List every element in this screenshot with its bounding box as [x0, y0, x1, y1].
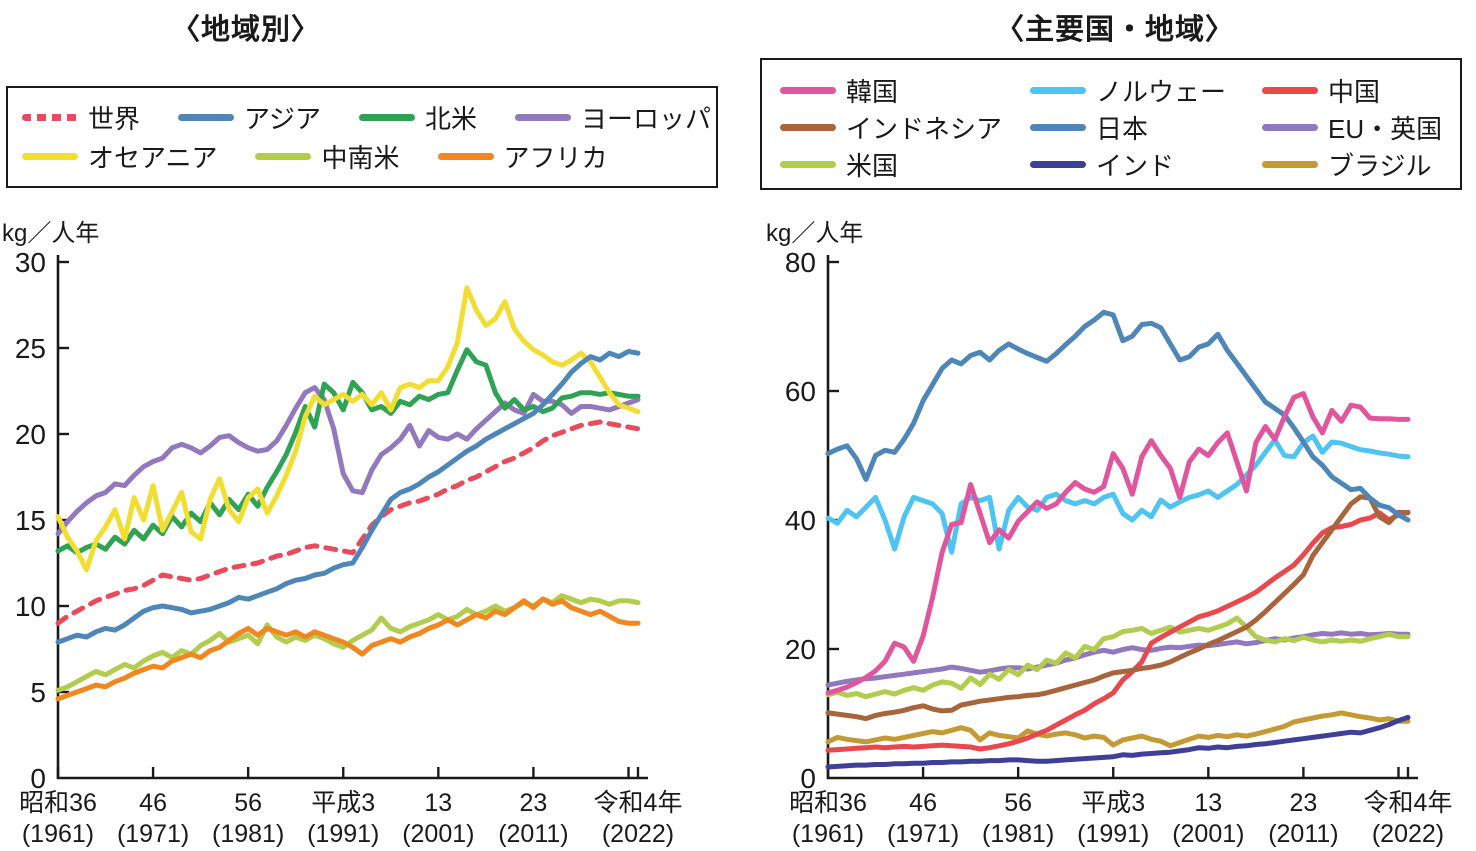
svg-text:(2022): (2022) [602, 820, 674, 848]
legend-item-us: 米国 [780, 146, 1030, 183]
svg-text:(1961): (1961) [22, 820, 94, 848]
legend-label-china: 中国 [1328, 77, 1381, 107]
latin-america-line-swatch [255, 153, 312, 160]
legend-label-norway: ノルウェー [1096, 77, 1227, 107]
svg-text:13: 13 [1194, 789, 1222, 817]
svg-text:5: 5 [30, 677, 46, 708]
legend-label-indonesia: インドネシア [846, 114, 1003, 144]
oceania-line-swatch [22, 153, 78, 160]
right-chart-title: 〈主要国・地域〉 [994, 14, 1235, 46]
legend-label-brazil: ブラジル [1328, 151, 1432, 181]
svg-text:(1991): (1991) [307, 820, 379, 848]
brazil-line-swatch [1262, 161, 1318, 168]
svg-text:23: 23 [520, 789, 548, 817]
svg-text:60: 60 [785, 376, 816, 407]
legend-label-asia: アジア [244, 104, 321, 134]
svg-text:46: 46 [139, 789, 167, 817]
right-y-axis-unit: kg／人年 [766, 220, 864, 247]
right-legend-box: 韓国 ノルウェー 中国 インドネシア 日本 EU・英国 米国 インド ブラジル [760, 58, 1462, 190]
svg-text:40: 40 [785, 505, 816, 536]
svg-text:20: 20 [15, 419, 46, 450]
legend-label-north-america: 北米 [424, 104, 477, 134]
svg-text:0: 0 [30, 763, 46, 794]
svg-text:(2011): (2011) [498, 820, 568, 848]
left-y-axis-unit: kg／人年 [2, 220, 100, 247]
svg-text:30: 30 [15, 247, 46, 278]
legend-item-indonesia: インドネシア [780, 109, 1030, 146]
legend-item-eu-uk: EU・英国 [1262, 109, 1442, 146]
svg-text:(1961): (1961) [792, 820, 864, 848]
svg-text:昭和36: 昭和36 [789, 789, 867, 817]
legend-label-us: 米国 [846, 151, 899, 181]
svg-text:平成3: 平成3 [311, 789, 375, 817]
legend-item-world: 世界 [22, 99, 140, 136]
africa-line-swatch [437, 153, 494, 160]
india-line-swatch [1030, 161, 1086, 168]
svg-text:(1971): (1971) [887, 820, 959, 848]
svg-text:80: 80 [785, 247, 816, 278]
north-america-line-swatch [358, 114, 415, 121]
eu-uk-line-swatch [1262, 124, 1318, 131]
svg-text:25: 25 [15, 333, 46, 364]
us-line-swatch [780, 161, 836, 168]
left-chart-title: 〈地域別〉 [170, 14, 321, 46]
svg-text:令和4年: 令和4年 [594, 789, 683, 817]
svg-text:23: 23 [1290, 789, 1318, 817]
asia-line-swatch [178, 114, 235, 121]
legend-label-india: インド [1096, 151, 1175, 181]
svg-text:(1981): (1981) [212, 820, 284, 848]
svg-text:昭和36: 昭和36 [19, 789, 97, 817]
legend-label-latin-america: 中南米 [321, 143, 400, 173]
japan-line-swatch [1030, 124, 1086, 131]
legend-item-korea: 韓国 [780, 72, 1030, 109]
norway-line-swatch [1030, 87, 1086, 94]
legend-item-north-america: 北米 [358, 99, 477, 136]
europe-line-swatch [515, 114, 571, 121]
china-line-swatch [1262, 87, 1318, 94]
legend-item-norway: ノルウェー [1030, 72, 1262, 109]
left-legend-box: 世界 アジア 北米 ヨーロッパ オセアニア 中南米 アフリカ [6, 86, 718, 188]
legend-label-japan: 日本 [1096, 114, 1149, 144]
legend-item-india: インド [1030, 146, 1262, 183]
legend-item-asia: アジア [178, 99, 321, 136]
svg-text:(1971): (1971) [117, 820, 189, 848]
left-legend-row-1: 世界 アジア 北米 ヨーロッパ [22, 99, 711, 136]
svg-text:(2011): (2011) [1268, 820, 1338, 848]
svg-text:56: 56 [1004, 789, 1032, 817]
legend-label-europe: ヨーロッパ [581, 104, 712, 134]
svg-text:10: 10 [15, 591, 46, 622]
legend-item-latin-america: 中南米 [255, 138, 400, 175]
legend-item-europe: ヨーロッパ [515, 99, 711, 136]
svg-text:(1981): (1981) [982, 820, 1054, 848]
left-legend-row-2: オセアニア 中南米 アフリカ [22, 138, 702, 175]
korea-line-swatch [780, 87, 836, 94]
svg-text:(2001): (2001) [402, 820, 474, 848]
indonesia-line-swatch [780, 124, 836, 131]
legend-item-africa: アフリカ [437, 138, 608, 175]
svg-text:(2022): (2022) [1372, 820, 1444, 848]
svg-text:平成3: 平成3 [1081, 789, 1145, 817]
legend-label-korea: 韓国 [846, 77, 899, 107]
legend-label-africa: アフリカ [503, 143, 608, 173]
legend-item-brazil: ブラジル [1262, 146, 1442, 183]
legend-label-eu-uk: EU・英国 [1328, 114, 1443, 144]
svg-text:(1991): (1991) [1077, 820, 1149, 848]
svg-text:(2001): (2001) [1172, 820, 1244, 848]
svg-text:20: 20 [785, 634, 816, 665]
world-line-swatch [22, 114, 78, 121]
svg-text:令和4年: 令和4年 [1364, 789, 1453, 817]
svg-text:46: 46 [909, 789, 937, 817]
legend-item-oceania: オセアニア [22, 138, 217, 175]
svg-text:13: 13 [424, 789, 452, 817]
legend-item-china: 中国 [1262, 72, 1442, 109]
svg-text:0: 0 [800, 763, 816, 794]
legend-label-world: 世界 [88, 104, 141, 134]
svg-text:56: 56 [234, 789, 262, 817]
svg-text:15: 15 [15, 505, 46, 536]
legend-item-japan: 日本 [1030, 109, 1262, 146]
legend-label-oceania: オセアニア [88, 143, 218, 173]
